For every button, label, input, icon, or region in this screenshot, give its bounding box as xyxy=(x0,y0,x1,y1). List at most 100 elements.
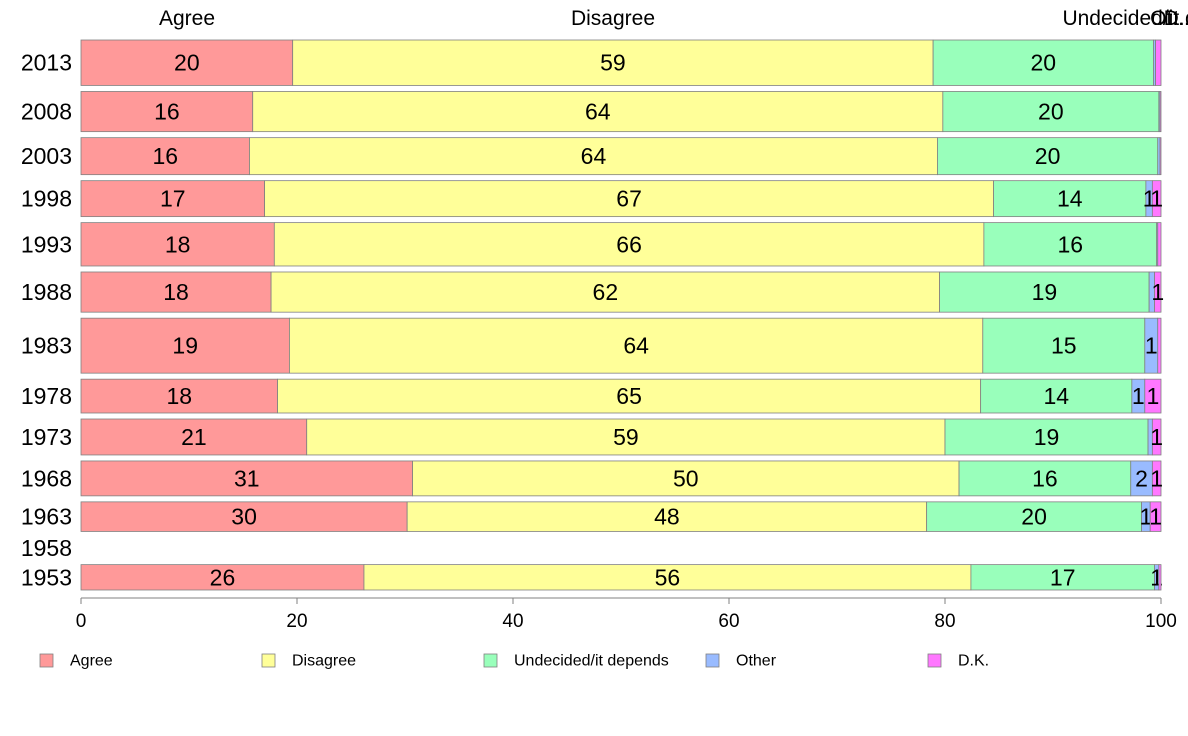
bar-2003-disagree xyxy=(249,137,938,176)
data-label-2003-undecided-it-depends: 20 xyxy=(1035,143,1061,169)
legend-item-other: Other xyxy=(705,653,777,670)
x-tick-label-20: 20 xyxy=(286,611,307,632)
data-label-1973-disagree: 59 xyxy=(613,424,639,450)
column-header-d: D... xyxy=(1164,7,1188,30)
bar-2003-agree xyxy=(80,137,250,176)
data-label-2013-disagree: 59 xyxy=(600,50,626,76)
data-label-1983-undecided-it-depends: 15 xyxy=(1051,333,1077,359)
column-header-undecided-it-dep: Undecided/it dep... xyxy=(1062,7,1188,30)
legend-label-d-k: D.K. xyxy=(958,653,989,670)
bar-1983-undecided-it-depends xyxy=(982,317,1146,374)
x-tick-label-60: 60 xyxy=(718,611,739,632)
data-label-1993-agree: 18 xyxy=(165,231,191,257)
data-label-2013-agree: 20 xyxy=(174,50,200,76)
data-label-1998-agree: 17 xyxy=(160,186,186,212)
data-label-1998-d-k: 1 xyxy=(1150,186,1163,212)
bar-1953-disagree xyxy=(363,564,972,591)
data-label-2013-undecided-it-depends: 20 xyxy=(1030,50,1056,76)
bar-1968-d-k xyxy=(1151,460,1162,497)
legend-item-d-k: D.K. xyxy=(927,653,989,670)
bar-1973-disagree xyxy=(306,418,946,456)
bar-1983-disagree xyxy=(289,317,984,374)
data-label-1963-undecided-it-depends: 20 xyxy=(1021,504,1047,530)
bar-2003-d-k xyxy=(1159,137,1162,176)
data-label-1978-disagree: 65 xyxy=(616,383,642,409)
year-label-1973: 1973 xyxy=(21,424,72,450)
data-label-1998-disagree: 67 xyxy=(616,186,642,212)
legend: Agree Disagree Undecided/it depends Other D.… xyxy=(39,653,989,670)
bar-1978-d-k xyxy=(1144,378,1162,414)
data-label-1998-undecided-it-depends: 14 xyxy=(1057,186,1083,212)
data-label-1963-other: 1 xyxy=(1139,504,1152,530)
bar-2008-disagree xyxy=(252,91,944,133)
x-axis: 0 20 40 60 80 100 xyxy=(76,597,1177,632)
bar-1953-d-k xyxy=(1158,564,1162,591)
bar-1963-disagree xyxy=(406,501,928,532)
year-label-1983: 1983 xyxy=(21,333,72,359)
data-label-1963-disagree: 48 xyxy=(654,504,680,530)
bar-1983-d-k xyxy=(1157,317,1162,374)
x-tick-label-80: 80 xyxy=(934,611,955,632)
data-label-1968-agree: 31 xyxy=(234,465,260,491)
bar-1963-d-k xyxy=(1149,501,1162,532)
year-label-1968: 1968 xyxy=(21,465,72,491)
bar-1978-undecided-it-depends xyxy=(980,378,1133,414)
data-label-1968-d-k: 1 xyxy=(1150,465,1163,491)
bar-1988-disagree xyxy=(270,271,941,313)
legend-label-undecided-it-depends: Undecided/it depends xyxy=(514,653,669,670)
data-label-1968-other: 2 xyxy=(1135,465,1148,491)
bar-1998-d-k xyxy=(1151,180,1162,218)
bar-1993-d-k xyxy=(1157,222,1162,267)
year-labels: 2013 2008 2003 1998 1993 1988 1983 1978 1973 1968… xyxy=(21,50,72,591)
data-label-1968-disagree: 50 xyxy=(673,465,699,491)
data-label-1953-agree: 26 xyxy=(210,564,236,590)
data-label-1983-other: 1 xyxy=(1145,333,1158,359)
legend-item-disagree: Disagree xyxy=(261,653,356,670)
column-header-agree: Agree xyxy=(159,7,215,30)
data-label-1963-d-k: 1 xyxy=(1149,504,1162,530)
legend-swatch-other xyxy=(705,653,720,668)
data-label-2008-agree: 16 xyxy=(154,99,180,125)
bar-1963-agree xyxy=(80,501,408,532)
legend-item-undecided-it-depends: Undecided/it depends xyxy=(483,653,669,670)
data-label-1993-disagree: 66 xyxy=(616,231,642,257)
legend-swatch-agree xyxy=(39,653,54,668)
data-label-1988-disagree: 62 xyxy=(593,279,619,305)
data-label-1953-disagree: 56 xyxy=(655,564,681,590)
bar-1988-d-k xyxy=(1154,271,1162,313)
year-label-1988: 1988 xyxy=(21,279,72,305)
legend-item-agree: Agree xyxy=(39,653,113,670)
bar-1998-undecided-it-depends xyxy=(993,180,1147,218)
data-label-1963-agree: 30 xyxy=(231,504,257,530)
data-label-2003-agree: 16 xyxy=(152,143,178,169)
data-label-1993-undecided-it-depends: 16 xyxy=(1057,231,1083,257)
bar-1993-undecided-it-depends xyxy=(983,222,1158,267)
year-label-1953: 1953 xyxy=(21,564,72,590)
year-label-2003: 2003 xyxy=(21,143,72,169)
bar-1988-undecided-it-depends xyxy=(939,271,1150,313)
data-label-1988-d-k: 1 xyxy=(1151,279,1164,305)
data-label-2008-disagree: 64 xyxy=(585,99,611,125)
legend-swatch-undecided-it-depends xyxy=(483,653,498,668)
year-label-1958: 1958 xyxy=(21,535,72,561)
x-tick-label-100: 100 xyxy=(1145,611,1177,632)
year-label-2013: 2013 xyxy=(21,50,72,76)
year-label-1978: 1978 xyxy=(21,383,72,409)
bar-1968-disagree xyxy=(412,460,960,497)
legend-swatch-d-k xyxy=(927,653,942,668)
year-label-1998: 1998 xyxy=(21,186,72,212)
data-label-1978-agree: 18 xyxy=(166,383,192,409)
bar-2013-agree xyxy=(80,39,294,86)
column-headers: Agree Disagree Undecided/it dep...Ot...D..… xyxy=(159,7,1188,30)
bar-1998-disagree xyxy=(264,180,995,218)
legend-label-disagree: Disagree xyxy=(292,653,356,670)
data-label-1973-undecided-it-depends: 19 xyxy=(1034,424,1060,450)
bar-1973-d-k xyxy=(1151,418,1162,456)
data-label-1973-agree: 21 xyxy=(181,424,207,450)
bar-1993-agree xyxy=(80,222,275,267)
column-header-ot: Ot... xyxy=(1150,7,1188,30)
data-label-1968-undecided-it-depends: 16 xyxy=(1032,465,1058,491)
data-label-2008-undecided-it-depends: 20 xyxy=(1038,99,1064,125)
bar-1993-disagree xyxy=(273,222,985,267)
